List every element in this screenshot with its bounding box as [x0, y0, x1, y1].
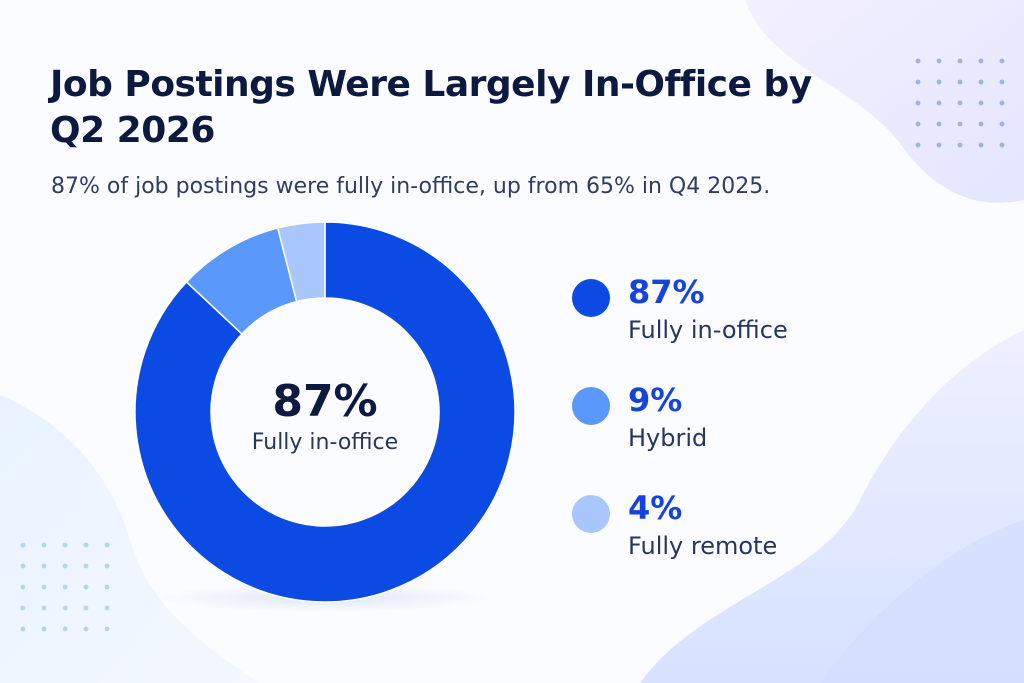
decor-dot	[915, 58, 921, 64]
decor-dot	[41, 626, 47, 632]
decor-dot	[957, 58, 963, 64]
decor-dot	[978, 79, 984, 85]
decor-dot	[20, 605, 26, 611]
decor-dot	[20, 626, 26, 632]
decor-dot	[957, 79, 963, 85]
slice-fully-in-office	[134, 221, 516, 603]
chart-legend: 87% Fully in-office 9% Hybrid 4% Fully r…	[572, 270, 872, 594]
dot-grid-top-right	[915, 58, 1005, 148]
decor-dot	[978, 58, 984, 64]
chart-subtitle: 87% of job postings were fully in-office…	[51, 174, 771, 199]
legend-swatch-fully-remote	[572, 495, 610, 533]
decor-dot	[915, 142, 921, 148]
decor-dot	[978, 142, 984, 148]
decor-dot	[915, 79, 921, 85]
decor-dot	[957, 142, 963, 148]
decor-dot	[104, 542, 110, 548]
decor-dot	[999, 58, 1005, 64]
decor-dot	[104, 563, 110, 569]
legend-item-hybrid: 9% Hybrid	[572, 378, 872, 486]
decor-dot	[83, 626, 89, 632]
donut-center-label: Fully in-office	[252, 430, 398, 455]
blob-bottom-right	[820, 520, 1024, 683]
decor-dot	[915, 121, 921, 127]
decor-dot	[936, 121, 942, 127]
decor-dot	[999, 100, 1005, 106]
decor-dot	[41, 563, 47, 569]
blob-top-right	[745, 0, 1024, 203]
decor-dot	[20, 563, 26, 569]
decor-dot	[104, 584, 110, 590]
decor-dot	[957, 100, 963, 106]
decor-dot	[957, 121, 963, 127]
slice-fully-remote	[276, 221, 326, 303]
decor-dot	[62, 542, 68, 548]
legend-label-fully-in-office: Fully in-office	[628, 316, 788, 344]
legend-label-hybrid: Hybrid	[628, 424, 708, 452]
blob-left	[0, 395, 260, 683]
decor-dot	[104, 626, 110, 632]
decor-dot	[62, 605, 68, 611]
legend-item-fully-in-office: 87% Fully in-office	[572, 270, 872, 378]
decor-dot	[936, 58, 942, 64]
decor-dot	[999, 142, 1005, 148]
decor-dot	[978, 121, 984, 127]
decor-dot	[936, 142, 942, 148]
donut-center-value: 87%	[272, 376, 377, 427]
legend-value-hybrid: 9%	[628, 381, 683, 419]
decor-dot	[41, 542, 47, 548]
decor-dot	[41, 605, 47, 611]
decor-dot	[915, 100, 921, 106]
decor-dot	[83, 542, 89, 548]
decor-dot	[999, 121, 1005, 127]
decor-dot	[20, 584, 26, 590]
decor-dot	[104, 605, 110, 611]
decor-dot	[62, 563, 68, 569]
legend-value-fully-remote: 4%	[628, 489, 683, 527]
decor-dot	[62, 626, 68, 632]
decor-dot	[936, 79, 942, 85]
legend-swatch-hybrid	[572, 387, 610, 425]
legend-label-fully-remote: Fully remote	[628, 532, 778, 560]
dot-grid-bottom-left	[20, 542, 110, 632]
decor-dot	[62, 584, 68, 590]
chart-title: Job Postings Were Largely In-Office by Q…	[50, 64, 812, 151]
decor-dot	[83, 605, 89, 611]
decor-dot	[20, 542, 26, 548]
legend-swatch-fully-in-office	[572, 279, 610, 317]
decor-dot	[936, 100, 942, 106]
decor-dot	[83, 584, 89, 590]
decor-dot	[999, 79, 1005, 85]
legend-value-fully-in-office: 87%	[628, 273, 705, 311]
decor-dot	[83, 563, 89, 569]
legend-item-fully-remote: 4% Fully remote	[572, 486, 872, 594]
decor-dot	[978, 100, 984, 106]
decor-dot	[41, 584, 47, 590]
